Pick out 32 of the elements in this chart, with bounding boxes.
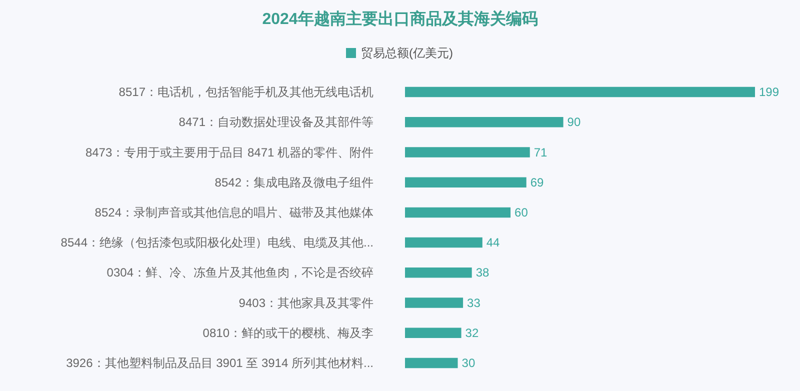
bar xyxy=(405,268,472,278)
y-tick-label: 8517：电话机，包括智能手机及其他无线电话机 xyxy=(118,85,374,100)
bar xyxy=(405,117,564,128)
y-tick-label: 3926：其他塑料制品及品目 3901 至 3914 所列其他材料... xyxy=(66,356,374,370)
bar xyxy=(405,358,458,368)
data-label: 44 xyxy=(486,236,500,250)
data-label: 32 xyxy=(465,326,479,340)
y-tick-label: 8524：录制声音或其他信息的唱片、磁带及其他媒体 xyxy=(94,205,374,220)
bar xyxy=(405,328,462,338)
data-label: 38 xyxy=(476,266,490,280)
bar xyxy=(405,147,530,158)
bar xyxy=(405,298,464,308)
y-tick-label: 9403：其他家具及其零件 xyxy=(238,296,374,310)
data-label: 30 xyxy=(462,356,476,370)
y-tick-label: 8473：专用于或主要用于品目 8471 机器的零件、附件 xyxy=(85,145,374,160)
legend-label: 贸易总额(亿美元) xyxy=(361,46,453,60)
chart-title: 2024年越南主要出口商品及其海关编码 xyxy=(262,9,538,28)
y-tick-label: 8542：集成电路及微电子组件 xyxy=(214,175,374,190)
y-tick-label: 0304：鲜、冷、冻鱼片及其他鱼肉，不论是否绞碎 xyxy=(106,266,374,280)
data-label: 199 xyxy=(759,85,780,100)
bar xyxy=(405,86,755,98)
bar xyxy=(405,237,482,248)
bar xyxy=(405,207,511,218)
data-label: 33 xyxy=(467,296,481,310)
y-tick-label: 0810：鲜的或干的樱桃、梅及李 xyxy=(202,326,374,340)
y-tick-label: 8471：自动数据处理设备及其部件等 xyxy=(178,115,374,130)
data-label: 69 xyxy=(530,175,544,190)
y-tick-label: 8544：绝缘（包括漆包或阳极化处理）电线、电缆及其他... xyxy=(60,236,374,250)
data-label: 90 xyxy=(567,115,581,130)
data-label: 71 xyxy=(534,145,548,160)
data-label: 60 xyxy=(514,205,528,220)
bar xyxy=(405,177,526,188)
